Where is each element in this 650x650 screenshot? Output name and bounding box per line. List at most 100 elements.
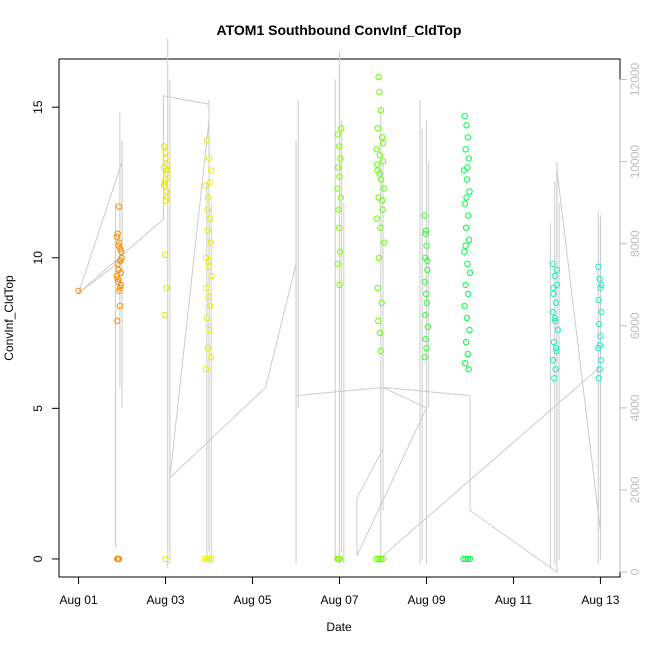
secondary-y-tick-label: 6000 — [628, 312, 642, 339]
data-point — [466, 269, 474, 276]
data-point — [162, 555, 169, 563]
data-point — [373, 161, 381, 168]
data-point — [203, 137, 211, 144]
data-point — [117, 245, 124, 252]
secondary-y-tick-label: 2000 — [628, 476, 642, 503]
data-point — [375, 73, 382, 81]
data-point — [204, 206, 211, 213]
data-point — [161, 182, 168, 189]
data-point — [336, 555, 344, 563]
data-point — [465, 236, 473, 243]
data-point — [464, 350, 471, 358]
data-point — [375, 254, 383, 261]
data-point — [462, 360, 469, 367]
data-point — [464, 260, 471, 267]
data-point — [334, 260, 341, 267]
data-point — [376, 170, 383, 177]
data-point — [376, 88, 383, 96]
data-point — [549, 260, 556, 267]
data-point — [379, 158, 387, 165]
data-point — [422, 230, 429, 237]
data-point — [115, 266, 122, 273]
data-point — [375, 317, 382, 325]
data-point — [75, 287, 82, 295]
y-axis: 0 5 10 15 — [31, 100, 60, 562]
data-point — [463, 314, 471, 322]
data-point — [379, 140, 387, 147]
data-point — [465, 366, 472, 373]
x-tick-label: Aug 07 — [320, 593, 358, 607]
data-point — [466, 326, 473, 334]
data-point — [334, 185, 341, 192]
data-point — [463, 122, 470, 129]
data-point — [424, 266, 431, 273]
secondary-y-axis: 0 2000 4000 6000 8000 10000 12000 — [619, 63, 642, 575]
data-point — [335, 206, 342, 213]
x-axis: Aug 01 Aug 03 Aug 05 Aug 07 Aug 09 Aug 11 Aug … — [60, 576, 620, 607]
data-point — [205, 194, 212, 201]
data-point — [114, 317, 121, 325]
y-tick-label: 15 — [31, 100, 45, 114]
data-point — [377, 224, 384, 231]
data-point — [337, 194, 344, 201]
x-tick-label: Aug 01 — [60, 593, 98, 607]
data-point — [421, 278, 428, 286]
data-point — [162, 149, 169, 156]
data-point — [376, 152, 384, 159]
data-point — [461, 113, 468, 120]
secondary-y-tick-label: 10000 — [628, 145, 642, 179]
data-point — [464, 164, 471, 171]
data-point — [373, 146, 380, 153]
data-point — [462, 281, 469, 289]
data-point — [463, 176, 471, 183]
altitude-trace — [78, 38, 601, 574]
data-point — [205, 257, 213, 264]
data-point — [462, 224, 470, 231]
data-point — [118, 254, 125, 261]
data-point — [205, 155, 213, 162]
data-point — [335, 143, 343, 150]
data-point — [163, 194, 171, 201]
data-point — [334, 131, 341, 138]
data-point — [203, 314, 211, 322]
data-point — [553, 266, 561, 273]
data-point — [374, 284, 381, 292]
data-point — [422, 227, 430, 234]
data-point — [374, 125, 381, 132]
data-point — [113, 233, 121, 240]
data-point — [596, 275, 603, 282]
data-point — [598, 308, 605, 316]
data-point — [377, 555, 384, 563]
data-point — [462, 146, 469, 153]
x-tick-label: Aug 13 — [581, 593, 619, 607]
data-point — [115, 203, 123, 210]
data-point — [551, 272, 558, 279]
data-point — [550, 290, 557, 298]
secondary-y-tick-label: 0 — [628, 568, 642, 575]
data-point — [160, 164, 168, 171]
data-point — [115, 555, 123, 563]
data-point — [377, 347, 384, 355]
y-tick-label: 0 — [31, 555, 45, 562]
data-point — [163, 284, 170, 292]
data-point — [375, 555, 382, 563]
chart-title: ATOM1 Southbound ConvInf_CldTop — [217, 22, 462, 38]
data-point — [336, 173, 343, 180]
data-point — [114, 275, 121, 282]
data-point — [116, 284, 124, 292]
data-point — [595, 375, 602, 382]
data-point — [421, 212, 428, 219]
data-point — [377, 107, 384, 114]
data-point — [205, 263, 213, 270]
data-point — [206, 326, 213, 334]
data-point — [464, 134, 471, 141]
data-point — [208, 555, 215, 563]
data-point — [162, 176, 169, 183]
data-point — [373, 555, 380, 563]
data-point — [460, 555, 467, 563]
data-point — [598, 281, 605, 289]
data-point — [550, 284, 557, 292]
secondary-y-tick-label: 12000 — [628, 63, 642, 97]
data-point — [596, 341, 604, 349]
data-point — [117, 281, 125, 289]
